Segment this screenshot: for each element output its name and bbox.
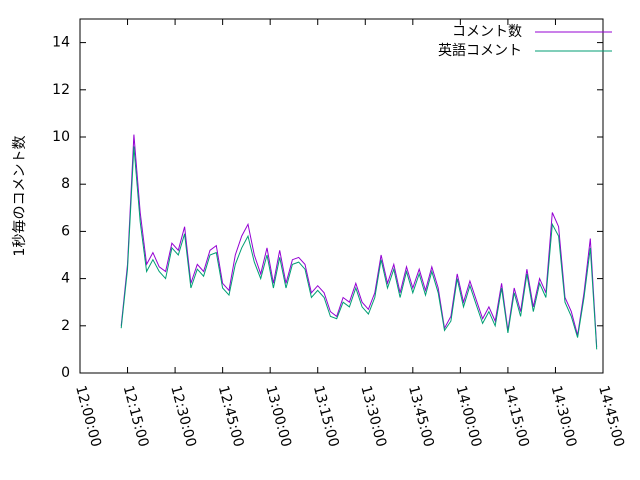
y-tick-label: 12 (52, 82, 70, 98)
x-tick-label: 14:45:00 (595, 384, 627, 449)
x-tick-label: 13:15:00 (310, 384, 342, 449)
legend-label: コメント数 (452, 24, 522, 40)
x-tick-label: 13:30:00 (357, 384, 389, 449)
x-tick-label: 12:45:00 (215, 384, 247, 449)
y-tick-label: 14 (52, 35, 70, 51)
y-axis-label: 1秒毎のコメント数 (12, 136, 28, 257)
series-line (120, 134, 598, 348)
legend-label: 英語コメント (438, 42, 522, 59)
y-tick-label: 2 (61, 318, 70, 334)
x-tick-label: 14:00:00 (452, 384, 484, 449)
x-tick-label: 13:45:00 (405, 384, 437, 449)
y-tick-label: 4 (61, 271, 70, 287)
x-tick-label: 12:30:00 (167, 384, 199, 449)
x-tick-label: 12:00:00 (72, 384, 104, 449)
x-tick-label: 12:15:00 (120, 384, 152, 449)
x-tick-label: 14:15:00 (500, 384, 532, 449)
x-tick-label: 13:00:00 (262, 384, 294, 449)
y-tick-label: 8 (61, 176, 70, 192)
y-tick-label: 6 (61, 223, 70, 239)
y-tick-label: 10 (52, 129, 70, 145)
series-line (120, 146, 598, 350)
plot-frame (79, 18, 604, 374)
y-tick-label: 0 (61, 365, 70, 381)
x-tick-label: 14:30:00 (548, 384, 580, 449)
